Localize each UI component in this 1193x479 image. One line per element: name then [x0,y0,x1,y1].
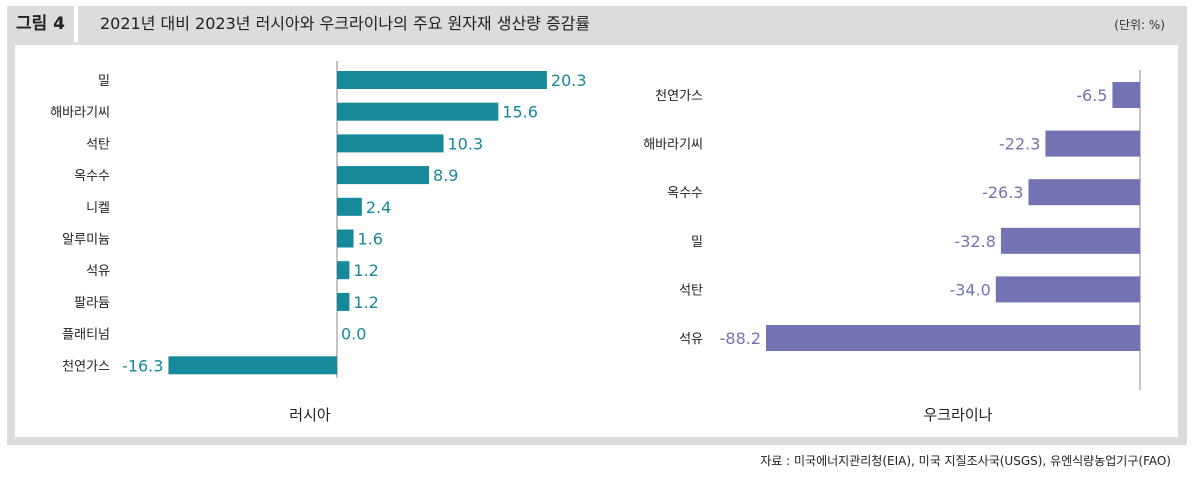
figure-label: 그림 4 [7,6,74,42]
bar [337,134,444,153]
bar [337,261,350,280]
bar [1112,82,1140,108]
unit-label: (단위: %) [1114,18,1165,32]
category-label: 밀 [98,74,110,89]
data-label: -34.0 [949,280,990,299]
country-label: 우크라이나 [923,406,992,424]
bar [1045,130,1140,157]
category-label: 플래티넘 [62,328,110,343]
data-label: -22.3 [999,135,1040,154]
data-label: -32.8 [955,232,996,251]
category-label: 알루미늄 [62,233,110,248]
data-label: 15.6 [502,103,538,122]
category-label: 팔라듐 [74,296,110,311]
category-label: 천연가스 [655,89,703,104]
data-label: -6.5 [1076,86,1107,105]
bar [337,292,350,311]
bar [1000,227,1140,254]
bar [766,325,1140,351]
category-label: 니켈 [86,201,110,216]
data-label: 10.3 [448,134,484,153]
category-label: 천연가스 [62,359,110,374]
bar [337,166,430,185]
category-label: 옥수수 [74,169,110,184]
data-label: -16.3 [122,356,163,375]
data-label: 1.6 [358,230,383,249]
category-label: 석탄 [679,283,703,298]
bar [995,276,1140,303]
bar [1028,179,1140,206]
category-label: 석탄 [86,137,110,152]
category-label: 석유 [679,332,703,347]
bar [337,197,362,216]
bar [337,229,354,248]
data-label: 20.3 [551,71,587,90]
bar [168,356,337,375]
chart-title: 2021년 대비 2023년 러시아와 우크라이나의 주요 원자재 생산량 증감… [100,14,591,33]
bar [337,71,547,89]
data-label: 1.2 [353,293,378,312]
source-note: 자료 : 미국에너지관리청(EIA), 미국 지질조사국(USGS), 유엔식량… [760,454,1171,468]
category-label: 해바라기씨 [643,138,703,153]
data-label: -88.2 [720,329,761,348]
category-label: 석유 [86,264,110,279]
data-label: -26.3 [982,183,1023,202]
category-label: 해바라기씨 [50,106,110,121]
divider [74,6,78,42]
category-label: 밀 [691,235,703,250]
category-label: 옥수수 [667,186,703,201]
data-label: 8.9 [433,166,458,185]
data-label: 0.0 [341,325,366,344]
bar [337,102,499,121]
data-label: 1.2 [353,261,378,280]
data-label: 2.4 [366,198,391,217]
country-label: 러시아 [289,406,331,424]
